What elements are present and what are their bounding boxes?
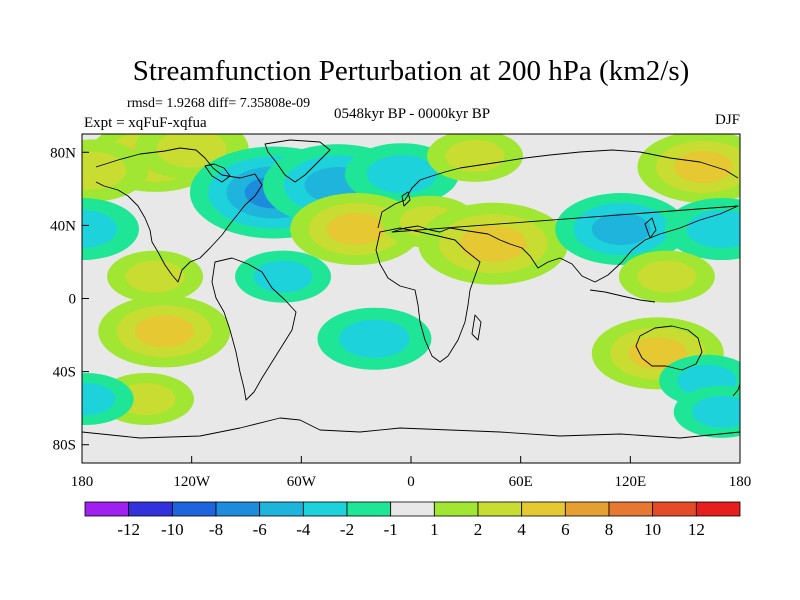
contour-band <box>637 260 697 293</box>
contour-band <box>674 150 733 183</box>
contour-band <box>366 155 437 194</box>
colorbar-label: 12 <box>688 520 705 539</box>
expt-label: Expt = xqFuF-xqfua <box>84 115 207 131</box>
colorbar-swatch <box>564 501 610 517</box>
colorbar-label: -10 <box>161 520 184 539</box>
contour-band <box>156 134 227 168</box>
anomaly-negative-22 <box>82 373 134 426</box>
anomaly-positive-18 <box>618 250 715 303</box>
new-zealand-coastline <box>732 382 740 397</box>
colorbar-label: -4 <box>296 520 311 539</box>
coastlines <box>82 139 740 439</box>
x-tick-label: 120E <box>614 474 646 490</box>
y-tick-label: 40N <box>50 218 76 234</box>
contour-band <box>459 225 527 262</box>
anomaly-negative-23 <box>673 385 740 438</box>
contour-band <box>82 383 116 416</box>
colorbar-label: -2 <box>340 520 354 539</box>
south-america-coastline <box>211 257 297 401</box>
map-panel: 180 120W 60W 0 60E 120E 180 80N 40N 0 40S 80S <box>50 133 752 490</box>
colorbar-swatch <box>433 501 479 517</box>
greenland-coastline <box>264 139 331 183</box>
contour-band <box>253 260 313 293</box>
colorbar-swatch <box>695 501 741 517</box>
japan-coastline <box>644 217 657 239</box>
north-america-coastline <box>95 147 263 283</box>
colorbar-label: -6 <box>253 520 267 539</box>
colorbar-swatch <box>608 501 654 517</box>
stats-line: rmsd= 1.9268 diff= 7.35808e-09 <box>127 96 310 111</box>
colorbar-swatch <box>521 501 566 517</box>
anomaly-positive-8 <box>418 202 569 285</box>
x-tick-label: 180 <box>71 474 94 490</box>
colorbar-swatch <box>302 501 348 517</box>
contour-band <box>591 213 651 246</box>
x-tick-label: 0 <box>407 474 415 490</box>
antarctica-coastline <box>82 417 740 439</box>
madagascar-coastline <box>471 314 482 341</box>
colorbar-swatch <box>215 501 261 517</box>
colorbar-swatch <box>171 501 217 517</box>
y-tick-label: 80N <box>50 145 76 161</box>
anomaly-negative-15 <box>235 250 332 303</box>
period-label: 0548kyr BP - 0000kyr BP <box>334 106 490 122</box>
y-axis: 80N 40N 0 40S 80S <box>50 145 89 454</box>
colorbar-label: 6 <box>561 520 570 539</box>
colorbar: -12 -10 -8 -6 -4 -2 -1 1 2 4 6 8 10 12 <box>84 501 741 539</box>
colorbar-label: -12 <box>117 520 140 539</box>
contour-band <box>326 213 386 246</box>
contour-band <box>692 395 740 428</box>
anomaly-negative-9 <box>555 193 688 266</box>
anomaly-positive-10 <box>637 134 740 203</box>
x-axis: 180 120W 60W 0 60E 120E 180 <box>71 456 752 490</box>
anomaly-positive-16 <box>98 295 231 368</box>
hudson-bay-coastline <box>204 163 231 183</box>
x-tick-label: 60W <box>287 474 317 490</box>
contour-band <box>125 260 185 293</box>
colorbar-label: 1 <box>430 520 439 539</box>
contour-band <box>134 315 194 348</box>
colorbar-swatch <box>477 501 523 517</box>
colorbar-swatch <box>390 501 435 517</box>
contour-band <box>339 319 410 358</box>
indonesia-coastline <box>589 289 656 303</box>
british-isles-coastline <box>401 191 411 207</box>
colorbar-label: 2 <box>474 520 483 539</box>
colorbar-swatch <box>84 501 130 517</box>
anomaly-layer <box>82 134 740 438</box>
australia-coastline <box>635 325 703 371</box>
x-tick-label: 180 <box>729 474 752 490</box>
colorbar-swatch <box>259 501 304 517</box>
y-tick-label: 80S <box>53 438 76 454</box>
contour-band <box>82 209 118 249</box>
y-tick-label: 40S <box>53 365 76 381</box>
chart-title: Streamfunction Perturbation at 200 hPa (… <box>133 55 690 87</box>
colorbar-label: 10 <box>644 520 661 539</box>
y-tick-label: 0 <box>69 292 77 308</box>
season-label: DJF <box>715 112 740 128</box>
colorbar-swatch <box>128 501 173 517</box>
anomaly-positive-14 <box>107 250 204 303</box>
africa-coastline <box>375 227 481 363</box>
x-tick-label: 60E <box>509 474 533 490</box>
colorbar-label: -1 <box>384 520 398 539</box>
colorbar-label: -8 <box>209 520 223 539</box>
colorbar-swatch <box>346 501 392 517</box>
contour-band <box>445 139 505 172</box>
x-tick-label: 120W <box>173 474 211 490</box>
anomaly-negative-17 <box>317 307 432 370</box>
contour-band <box>686 209 740 249</box>
colorbar-label: 4 <box>517 520 526 539</box>
anomaly-positive-5 <box>426 134 523 182</box>
anomaly-negative-13 <box>82 198 139 261</box>
colorbar-label: 8 <box>605 520 614 539</box>
contour-band <box>628 337 688 370</box>
colorbar-swatch <box>652 501 697 517</box>
